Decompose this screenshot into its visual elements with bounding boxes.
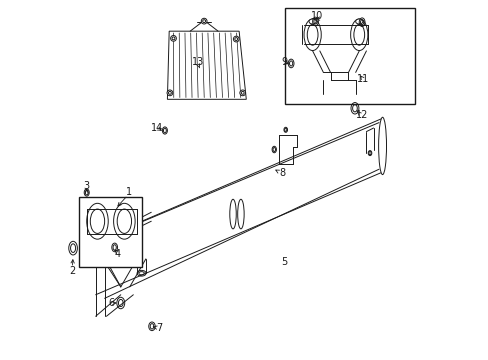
Text: 5: 5 — [280, 257, 286, 267]
Text: 9: 9 — [281, 57, 287, 67]
Ellipse shape — [378, 117, 386, 175]
Ellipse shape — [355, 19, 362, 24]
Bar — [285, 8, 414, 104]
Bar — [79, 197, 142, 267]
Circle shape — [233, 36, 239, 42]
Ellipse shape — [86, 203, 108, 239]
Text: 7: 7 — [156, 324, 162, 333]
Circle shape — [201, 18, 206, 24]
Text: 3: 3 — [83, 181, 90, 192]
Text: 6: 6 — [108, 298, 115, 308]
Ellipse shape — [308, 19, 316, 24]
Text: 11: 11 — [357, 74, 369, 84]
Circle shape — [239, 90, 245, 96]
Polygon shape — [167, 31, 246, 99]
Ellipse shape — [350, 19, 367, 50]
Text: 8: 8 — [279, 168, 285, 178]
Circle shape — [167, 90, 172, 96]
Text: 2: 2 — [69, 266, 75, 276]
Ellipse shape — [304, 19, 321, 50]
Ellipse shape — [113, 203, 135, 239]
Text: 12: 12 — [355, 110, 367, 120]
Text: 4: 4 — [114, 249, 121, 259]
Circle shape — [170, 36, 176, 41]
Text: 1: 1 — [126, 187, 132, 197]
Text: 10: 10 — [310, 11, 323, 21]
Text: 14: 14 — [150, 123, 163, 132]
Text: 13: 13 — [191, 57, 203, 67]
